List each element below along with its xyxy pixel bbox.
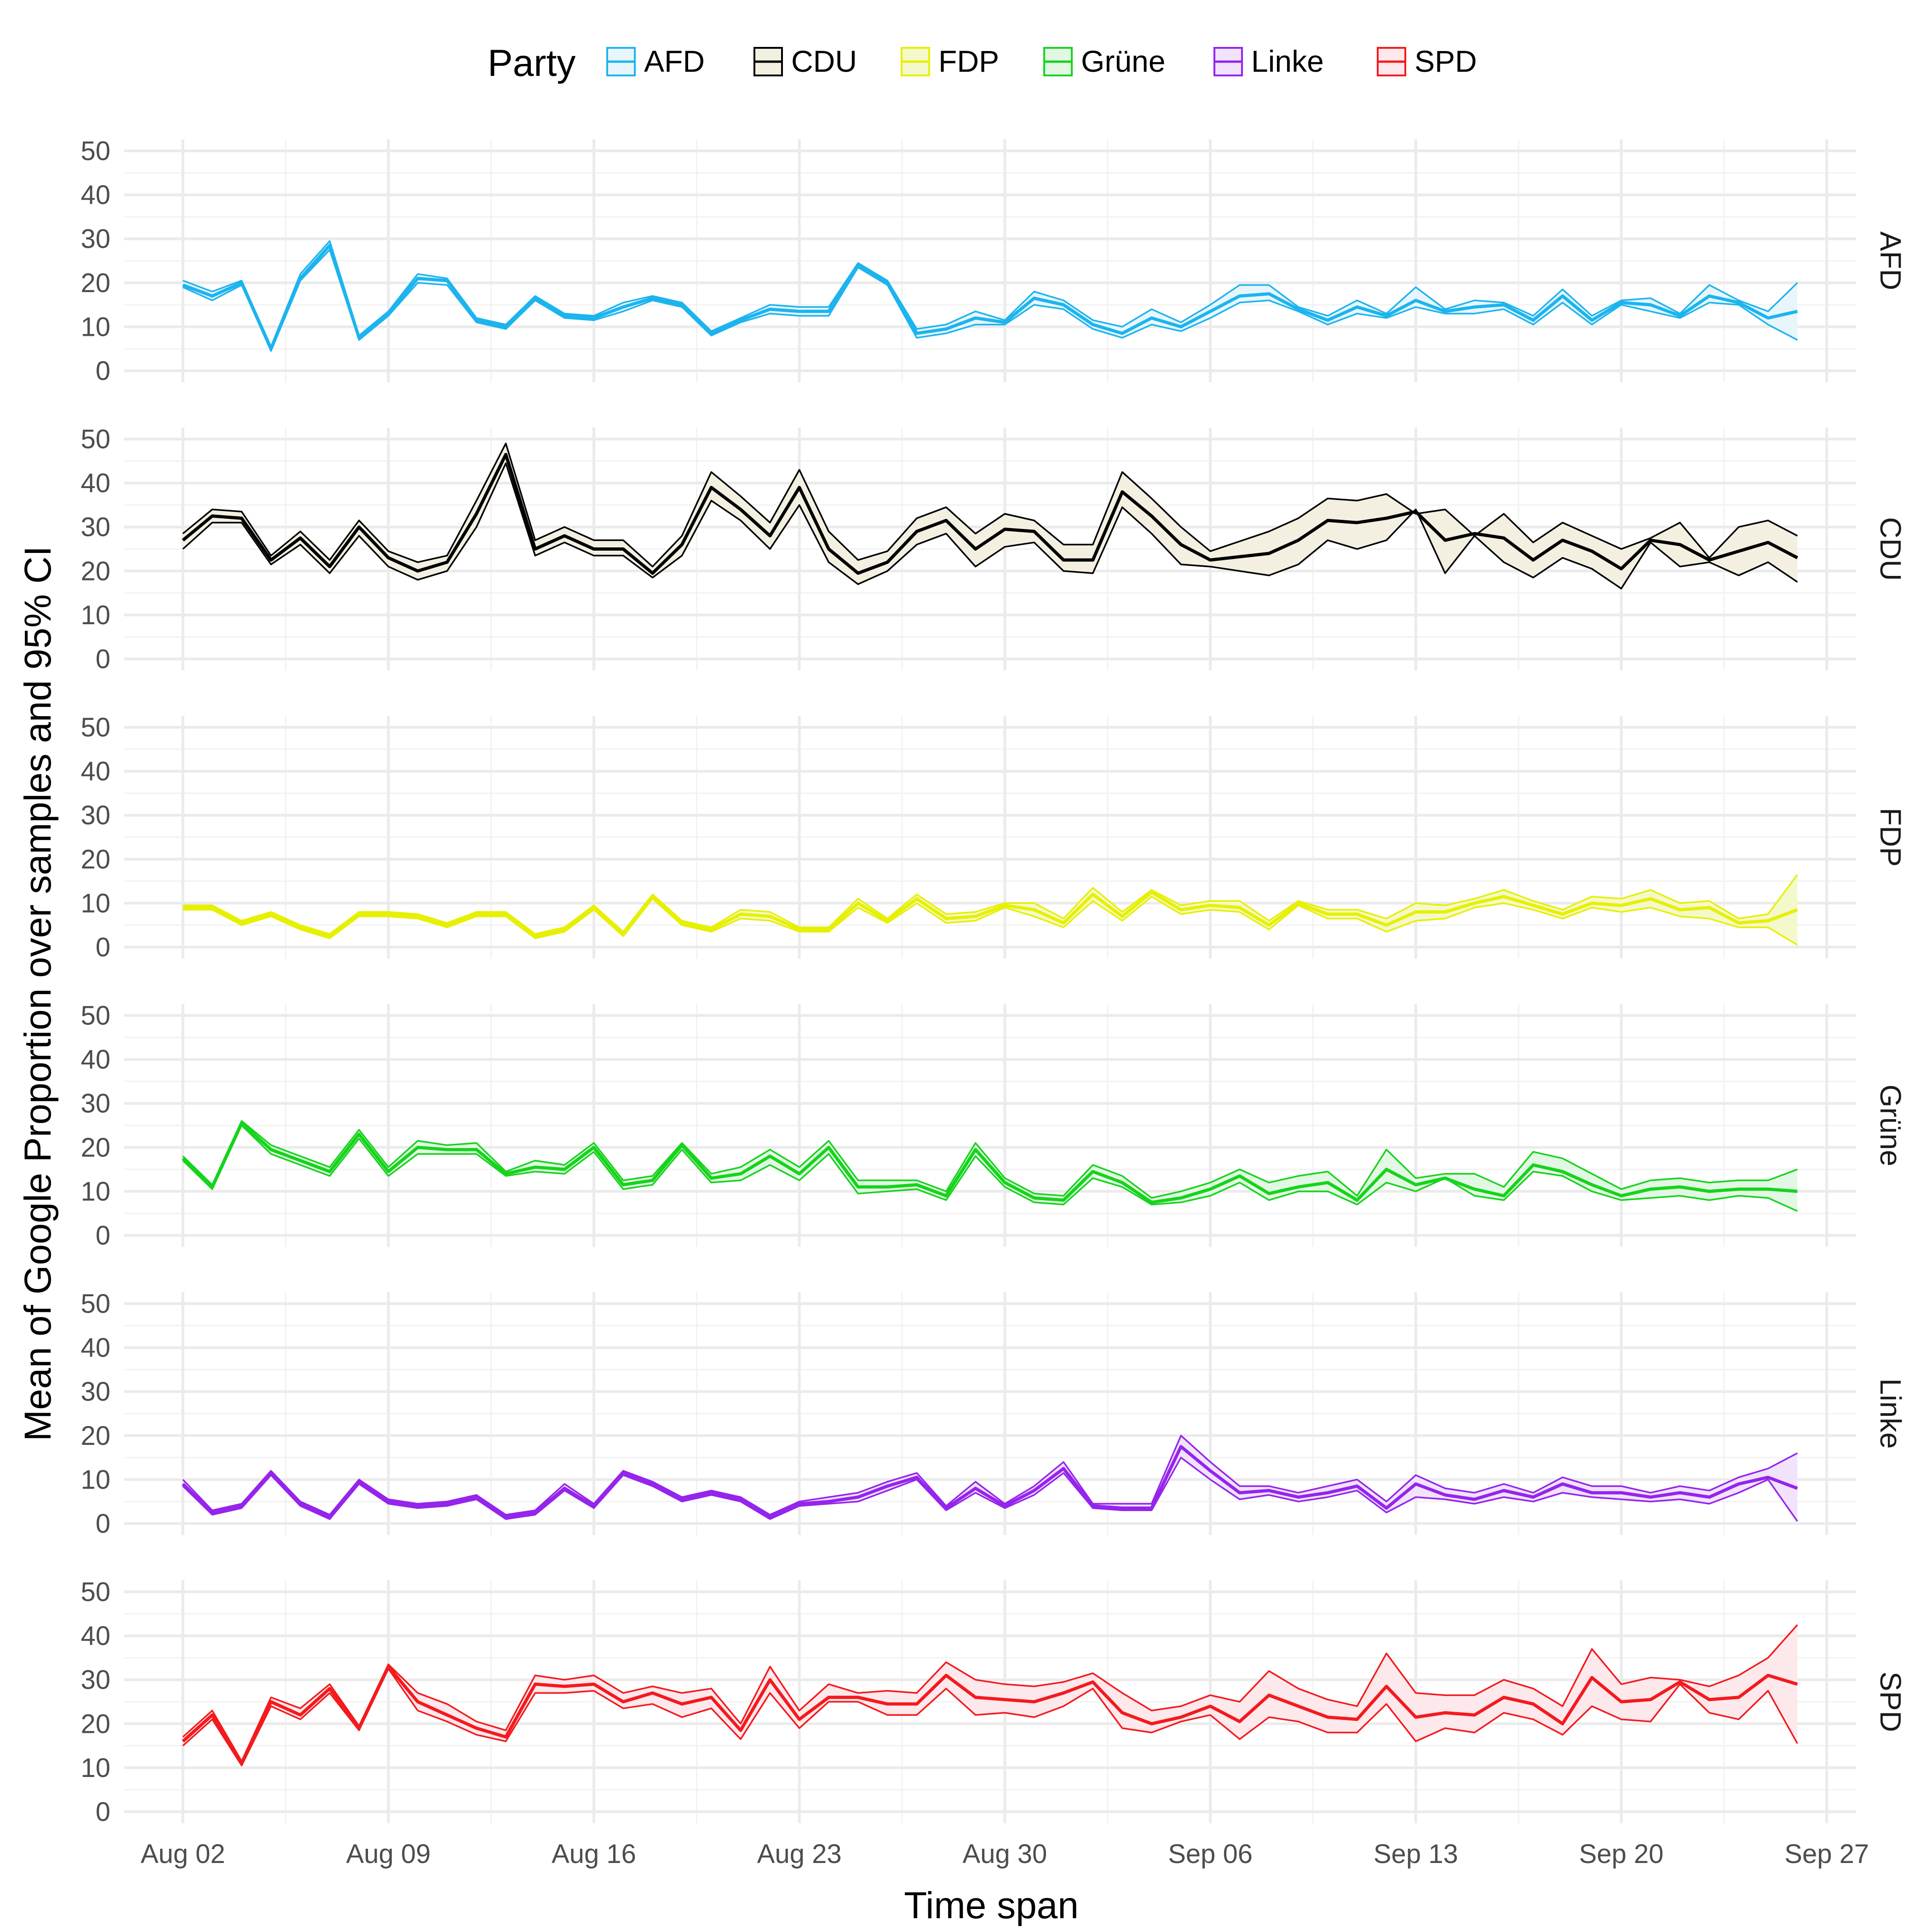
facet-label-grune: Grüne bbox=[1874, 1085, 1907, 1167]
y-tick-label: 30 bbox=[80, 1089, 110, 1119]
y-tick-label: 50 bbox=[80, 136, 110, 166]
y-tick-label: 20 bbox=[80, 845, 110, 874]
ci-lower-line-spd bbox=[182, 1668, 1798, 1766]
y-tick-label: 30 bbox=[80, 512, 110, 542]
x-tick-label: Sep 27 bbox=[1784, 1839, 1869, 1869]
ci-ribbon-cdu bbox=[183, 443, 1798, 589]
x-tick-label: Aug 23 bbox=[757, 1839, 842, 1869]
y-tick-label: 50 bbox=[80, 713, 110, 742]
y-tick-label: 20 bbox=[80, 556, 110, 586]
legend-item-grune: Grüne bbox=[1043, 44, 1165, 78]
y-tick-label: 30 bbox=[80, 1665, 110, 1695]
y-tick-label: 10 bbox=[80, 600, 110, 630]
legend-item-linke: Linke bbox=[1213, 44, 1324, 78]
panel-cdu: 0 10 20 30 40 50 CDU bbox=[80, 425, 1907, 674]
facet-label-cdu: CDU bbox=[1874, 517, 1907, 581]
y-tick-label: 20 bbox=[80, 268, 110, 298]
y-tick-label: 50 bbox=[80, 425, 110, 454]
x-axis-title: Time span bbox=[904, 1885, 1079, 1926]
mean-line-spd bbox=[182, 1665, 1798, 1765]
ci-upper-line-afd bbox=[182, 240, 1798, 348]
legend-title: Party bbox=[488, 42, 575, 84]
facet-label-fdp: FDP bbox=[1874, 808, 1907, 867]
ci-ribbon-spd bbox=[183, 1625, 1798, 1766]
y-tick-label: 10 bbox=[80, 888, 110, 918]
ci-upper-line-spd bbox=[182, 1624, 1798, 1762]
facet-label-afd: AFD bbox=[1874, 231, 1907, 290]
ci-upper-line-cdu bbox=[182, 443, 1798, 568]
legend-item-fdp: FDP bbox=[901, 44, 999, 78]
y-tick-label: 10 bbox=[80, 1177, 110, 1207]
mean-line-grune bbox=[182, 1121, 1798, 1204]
x-tick-label: Aug 16 bbox=[552, 1839, 636, 1869]
x-tick-label: Aug 09 bbox=[346, 1839, 431, 1869]
y-tick-label: 20 bbox=[80, 1421, 110, 1451]
y-tick-label: 10 bbox=[80, 1465, 110, 1495]
x-tick-label: Aug 02 bbox=[141, 1839, 225, 1869]
y-tick-label: 50 bbox=[80, 1289, 110, 1319]
legend-item-afd: AFD bbox=[606, 44, 705, 78]
y-axis-title: Mean of Google Proportion over samples a… bbox=[17, 546, 59, 1441]
panel-grune: 0 10 20 30 40 50 Grüne bbox=[80, 1001, 1907, 1251]
y-tick-label: 10 bbox=[80, 312, 110, 342]
y-tick-label: 30 bbox=[80, 800, 110, 830]
ci-upper-line-linke bbox=[182, 1435, 1798, 1516]
mean-line-fdp bbox=[183, 891, 1798, 938]
y-tick-label: 0 bbox=[96, 644, 110, 674]
y-tick-label: 30 bbox=[80, 224, 110, 254]
ci-lower-line-cdu bbox=[182, 462, 1798, 590]
ci-upper-line-grune bbox=[182, 1120, 1798, 1199]
y-tick-label: 40 bbox=[80, 757, 110, 787]
y-tick-label: 30 bbox=[80, 1377, 110, 1407]
y-tick-label: 0 bbox=[96, 356, 110, 386]
x-tick-label: Aug 30 bbox=[962, 1839, 1047, 1869]
legend-item-spd: SPD bbox=[1377, 44, 1477, 78]
y-tick-label: 40 bbox=[80, 1621, 110, 1651]
y-tick-label: 40 bbox=[80, 1045, 110, 1075]
legend-label-fdp: FDP bbox=[938, 44, 999, 78]
mean-line-afd bbox=[182, 244, 1798, 351]
ci-lower-line-linke bbox=[182, 1456, 1798, 1522]
x-tick-label: Sep 13 bbox=[1374, 1839, 1458, 1869]
legend-label-spd: SPD bbox=[1414, 44, 1477, 78]
y-tick-label: 40 bbox=[80, 1333, 110, 1363]
legend-label-linke: Linke bbox=[1251, 44, 1324, 78]
y-tick-label: 40 bbox=[80, 180, 110, 210]
ci-upper-line-fdp bbox=[183, 874, 1798, 935]
chart-panels: 0 10 20 30 40 50 AFD 0 10 20 30 40 50 CDU 0 10 20 30 40 50 F… bbox=[80, 136, 1907, 1869]
y-tick-label: 20 bbox=[80, 1709, 110, 1739]
x-tick-label: Sep 20 bbox=[1579, 1839, 1664, 1869]
y-tick-label: 20 bbox=[80, 1133, 110, 1162]
y-tick-label: 0 bbox=[96, 1509, 110, 1539]
y-tick-label: 0 bbox=[96, 932, 110, 962]
mean-line-cdu bbox=[182, 453, 1799, 575]
y-tick-label: 40 bbox=[80, 468, 110, 498]
ci-lower-line-fdp bbox=[183, 896, 1798, 946]
x-axis: Aug 02 Aug 09 Aug 16 Aug 23 Aug 30 Sep 06 Sep … bbox=[141, 1839, 1869, 1869]
y-tick-label: 0 bbox=[96, 1797, 110, 1827]
legend-item-cdu: CDU bbox=[753, 44, 857, 78]
ci-lower-line-afd bbox=[182, 249, 1798, 352]
y-tick-label: 50 bbox=[80, 1001, 110, 1031]
y-tick-label: 50 bbox=[80, 1577, 110, 1607]
panel-afd: 0 10 20 30 40 50 AFD bbox=[80, 136, 1907, 386]
y-tick-label: 0 bbox=[96, 1221, 110, 1251]
panel-fdp: 0 10 20 30 40 50 FDP bbox=[80, 713, 1907, 962]
panel-spd: 0 10 20 30 40 50 SPD bbox=[80, 1577, 1907, 1827]
legend: Party AFD CDU FDP Grüne Linke SPD bbox=[488, 42, 1477, 84]
panel-linke: 0 10 20 30 40 50 Linke bbox=[80, 1289, 1907, 1539]
legend-label-grune: Grüne bbox=[1081, 44, 1165, 78]
ci-lower-line-grune bbox=[182, 1124, 1798, 1212]
y-tick-label: 10 bbox=[80, 1753, 110, 1783]
x-tick-label: Sep 06 bbox=[1168, 1839, 1253, 1869]
legend-label-afd: AFD bbox=[644, 44, 705, 78]
facet-label-spd: SPD bbox=[1874, 1672, 1907, 1732]
legend-label-cdu: CDU bbox=[791, 44, 857, 78]
mean-line-linke bbox=[182, 1445, 1798, 1519]
facet-label-linke: Linke bbox=[1874, 1379, 1907, 1449]
